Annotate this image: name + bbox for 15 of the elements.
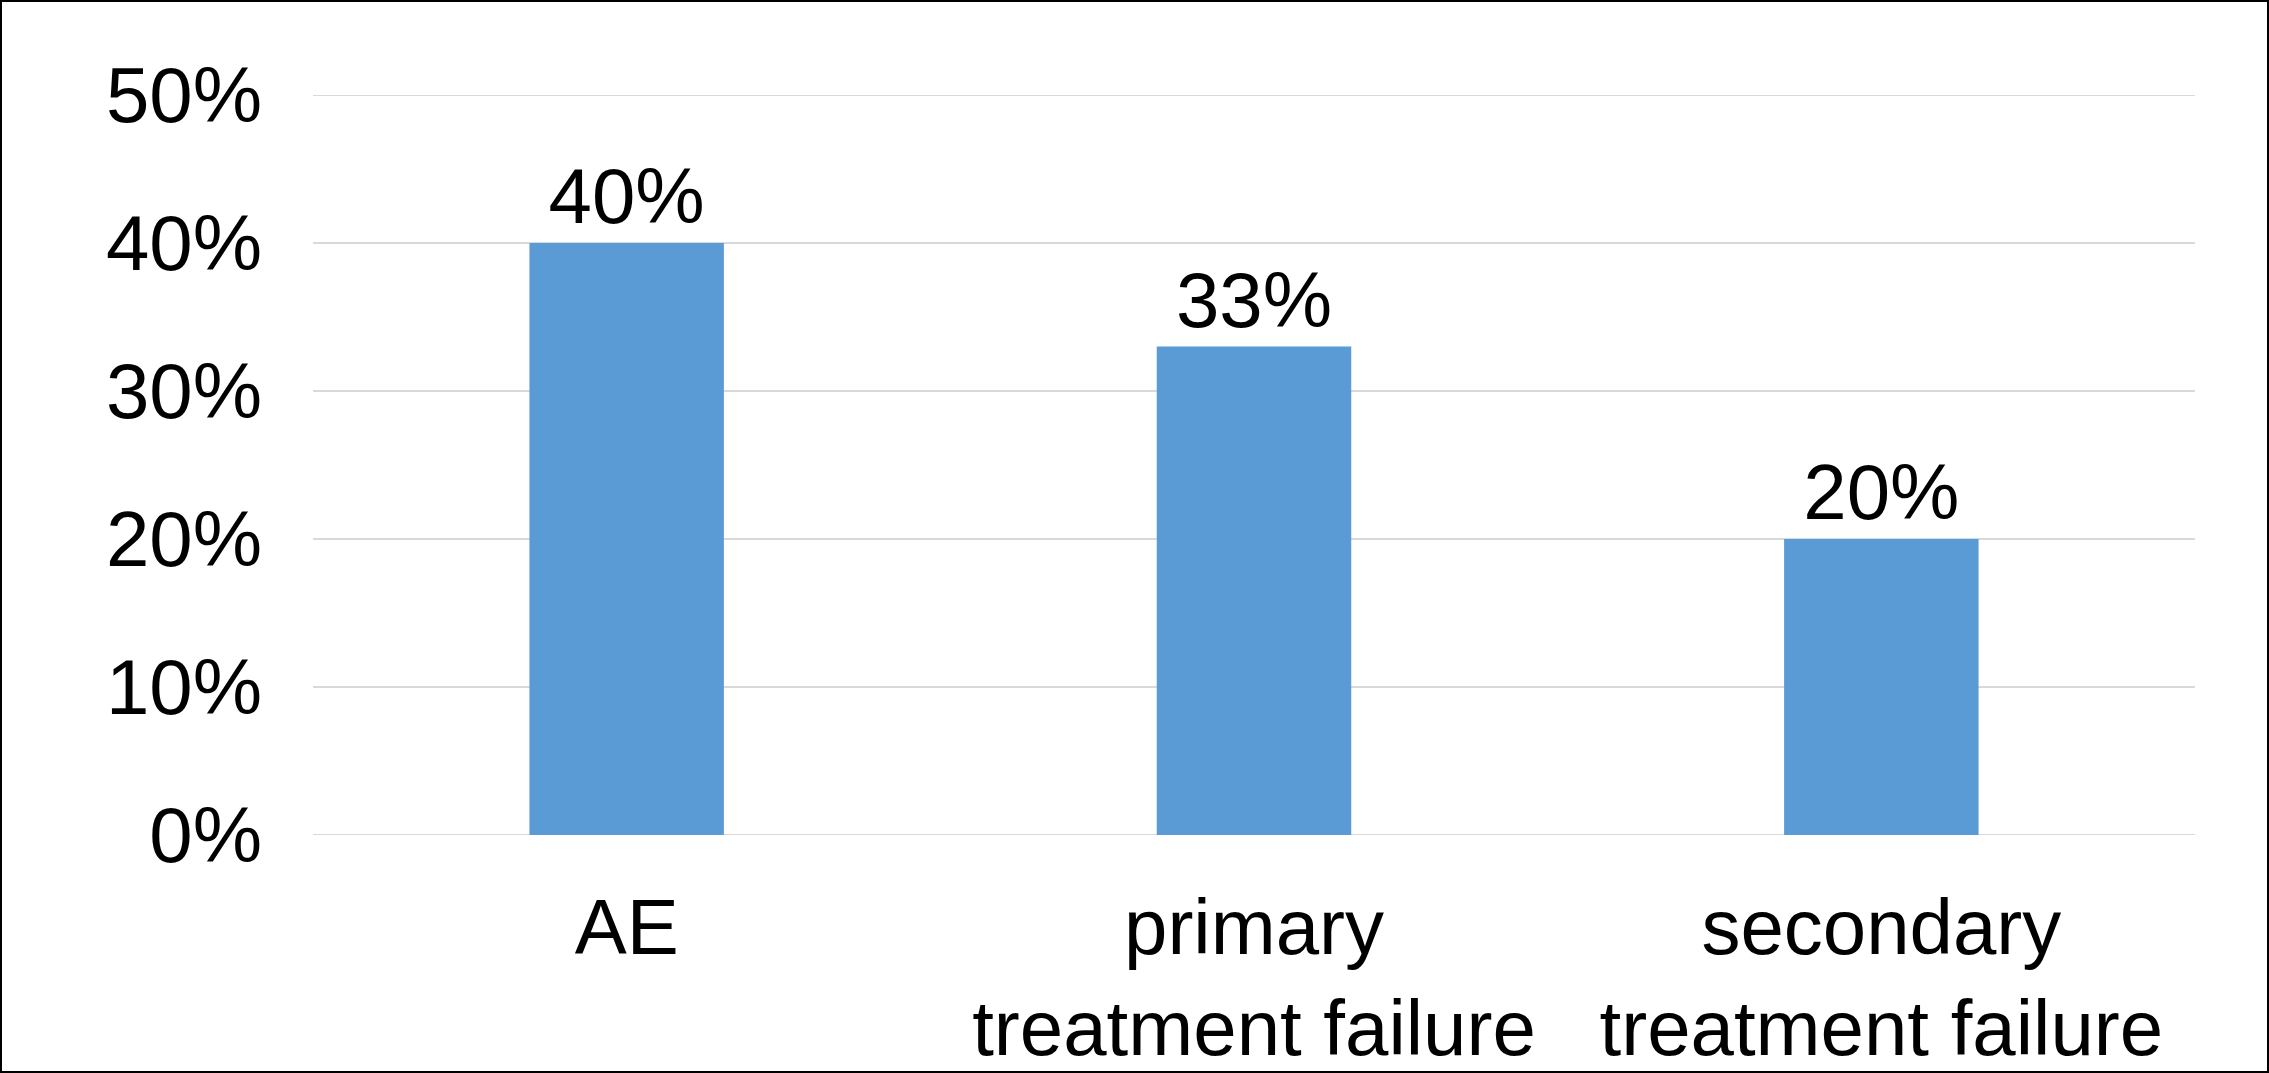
y-tick-label: 50% <box>105 51 262 140</box>
bar <box>529 243 724 835</box>
y-tick-label: 0% <box>149 791 262 880</box>
x-tick-label: secondary treatment failure <box>1599 883 2164 1073</box>
data-label: 33% <box>1175 255 1333 344</box>
y-tick-label: 10% <box>105 643 262 732</box>
bar <box>1784 539 1979 835</box>
bar <box>1156 346 1352 835</box>
data-label: 40% <box>548 152 705 240</box>
x-tick-label: AE <box>574 883 679 971</box>
data-label: 20% <box>1803 448 1960 536</box>
y-tick-label: 20% <box>105 495 262 584</box>
y-tick-label: 30% <box>105 347 262 436</box>
y-tick-label: 40% <box>105 199 262 288</box>
x-tick-label: primary treatment failure <box>972 883 1536 1073</box>
